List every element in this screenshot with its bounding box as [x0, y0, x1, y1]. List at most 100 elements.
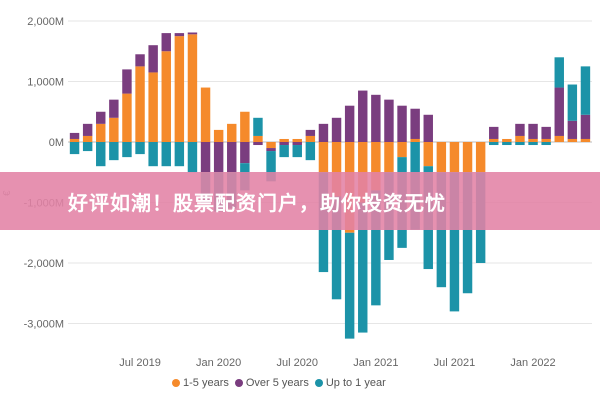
bar-segment-series-1 [240, 142, 250, 164]
y-tick-label: 1,000M [27, 77, 64, 89]
x-tick-label: Jul 2021 [434, 357, 476, 369]
bar-segment-series-1 [344, 105, 355, 142]
bar-segment-series-2 [69, 142, 80, 155]
bar-segment-series-2 [174, 142, 185, 167]
bar-segment-series-2 [515, 142, 525, 146]
bar-segment-series-1 [174, 33, 185, 37]
bar-segment-series-1 [122, 69, 132, 94]
bar-segment-series-0 [489, 138, 499, 142]
bar-segment-series-0 [266, 142, 276, 149]
bar-segment-series-0 [371, 142, 381, 191]
bar-segment-series-0 [240, 111, 250, 142]
bar-segment-series-2 [449, 172, 460, 312]
bar-segment-series-2 [161, 142, 171, 167]
bar-marks [69, 32, 591, 339]
bar-segment-series-2 [135, 142, 145, 155]
bar-segment-series-0 [227, 123, 237, 142]
bar-segment-series-1 [109, 99, 119, 118]
bar-segment-series-1 [292, 142, 302, 146]
bar-segment-series-1 [227, 142, 237, 173]
bar-segment-series-1 [318, 123, 329, 142]
bar-segment-series-1 [371, 94, 381, 142]
bar-segment-series-1 [580, 114, 591, 139]
bar-segment-series-2 [109, 142, 119, 161]
bar-segment-series-0 [423, 142, 433, 167]
bar-segment-series-0 [449, 142, 460, 173]
bar-segment-series-2 [122, 142, 132, 158]
bar-segment-series-2 [187, 142, 198, 173]
bar-segment-series-1 [279, 142, 289, 146]
bar-segment-series-2 [528, 142, 538, 146]
bar-segment-series-2 [96, 142, 106, 167]
legend-label: Over 5 years [245, 377, 309, 389]
bar-segment-series-0 [253, 135, 263, 142]
x-tick-label: Jan 2022 [510, 357, 555, 369]
bar-segment-series-2 [580, 66, 591, 115]
x-tick-label: Jan 2021 [353, 357, 398, 369]
x-tick-label: Jul 2020 [276, 357, 318, 369]
bar-segment-series-0 [148, 72, 158, 142]
y-tick-label: 2,000M [27, 16, 64, 28]
bar-segment-series-1 [384, 99, 394, 142]
bar-segment-series-1 [213, 142, 224, 173]
legend-label: Up to 1 year [325, 377, 386, 389]
bar-segment-series-1 [135, 54, 145, 67]
bar-segment-series-0 [318, 142, 329, 173]
bar-segment-series-1 [397, 105, 407, 142]
bar-segment-series-1 [567, 120, 578, 139]
bar-segment-series-2 [305, 142, 316, 161]
promo-banner: 好评如潮！股票配资门户，助你投资无忧 [0, 172, 600, 230]
bar-segment-series-1 [266, 148, 276, 152]
bar-segment-series-2 [462, 172, 473, 294]
bar-segment-series-0 [96, 123, 106, 142]
bar-segment-series-2 [358, 202, 368, 333]
bar-segment-series-0 [187, 34, 198, 143]
legend-label: 1-5 years [183, 377, 229, 389]
bar-segment-series-1 [515, 123, 525, 136]
bar-segment-series-2 [266, 151, 276, 182]
bar-segment-series-0 [122, 93, 132, 142]
bar-segment-series-0 [305, 135, 316, 142]
bar-segment-series-0 [436, 142, 447, 173]
bar-segment-series-2 [148, 142, 158, 167]
bar-segment-series-0 [410, 138, 420, 142]
legend-swatch-1-5-years [172, 379, 180, 387]
bar-segment-series-0 [279, 138, 289, 142]
legend-item-over-5-years: Over 5 years [234, 377, 309, 389]
bar-segment-series-1 [69, 132, 80, 139]
legend-item-up-to-1-year: Up to 1 year [314, 377, 386, 389]
legend-item-1-5-years: 1-5 years [172, 377, 229, 389]
bar-segment-series-0 [292, 138, 302, 142]
bar-segment-series-2 [344, 232, 355, 339]
bar-segment-series-2 [279, 145, 289, 158]
bar-segment-series-0 [200, 87, 211, 142]
bar-segment-series-2 [371, 190, 381, 306]
bar-segment-series-2 [541, 142, 551, 146]
bar-segment-series-2 [82, 142, 93, 152]
bar-segment-series-2 [554, 57, 564, 88]
banner-text: 好评如潮！股票配资门户，助你投资无忧 [68, 190, 446, 215]
x-tick-label: Jul 2019 [119, 357, 161, 369]
bar-segment-series-0 [541, 138, 551, 142]
bar-segment-series-2 [331, 196, 342, 300]
bar-segment-series-0 [384, 142, 394, 173]
bar-segment-series-1 [200, 142, 211, 173]
bar-segment-series-2 [253, 117, 263, 136]
bar-segment-series-1 [96, 111, 106, 124]
bar-segment-series-2 [567, 84, 578, 121]
bar-segment-series-1 [331, 117, 342, 142]
bar-segment-series-0 [82, 135, 93, 142]
bar-segment-series-0 [135, 66, 145, 142]
bar-segment-series-1 [489, 126, 499, 139]
bar-segment-series-0 [397, 142, 407, 158]
bar-segment-series-2 [502, 142, 512, 146]
bar-segment-series-0 [580, 138, 591, 142]
bar-segment-series-0 [109, 117, 119, 142]
x-tick-label: Jan 2020 [196, 357, 241, 369]
bar-segment-series-1 [161, 33, 171, 52]
bar-segment-series-1 [358, 90, 368, 142]
bar-segment-series-0 [69, 138, 80, 142]
bar-segment-series-1 [554, 87, 564, 136]
bar-segment-series-2 [489, 142, 499, 146]
bar-segment-series-1 [82, 123, 93, 136]
